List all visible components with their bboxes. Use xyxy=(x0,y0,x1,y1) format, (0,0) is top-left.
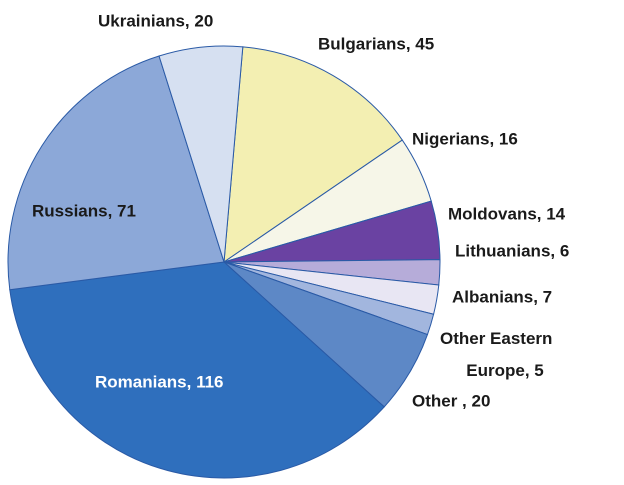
slice-label: Bulgarians, 45 xyxy=(318,34,434,53)
slice-label: Albanians, 7 xyxy=(452,287,552,306)
slice-label: Moldovans, 14 xyxy=(448,204,566,223)
slice-label: Russians, 71 xyxy=(32,201,136,220)
pie-slice xyxy=(223,46,403,264)
pie-slice xyxy=(9,261,385,479)
pie-slice xyxy=(158,45,244,263)
slice-label: Nigerians, 16 xyxy=(412,129,518,148)
slice-label: Other , 20 xyxy=(412,391,490,410)
slice-label: Lithuanians, 6 xyxy=(455,241,569,260)
pie-slice xyxy=(7,55,225,291)
slice-label: Other Eastern Europe, 5 xyxy=(440,329,552,380)
slice-label: Romanians, 116 xyxy=(95,372,224,391)
slice-label: Ukrainians, 20 xyxy=(98,11,213,30)
